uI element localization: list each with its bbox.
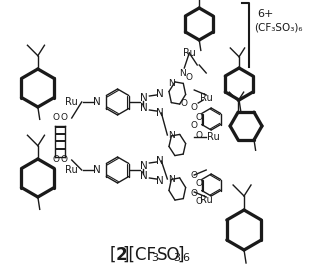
Text: N: N: [179, 69, 186, 78]
Text: 2: 2: [116, 246, 127, 264]
Text: O: O: [60, 155, 67, 164]
Text: Ru: Ru: [65, 97, 78, 107]
Text: 6: 6: [182, 253, 189, 263]
Text: O: O: [196, 179, 203, 187]
Text: N: N: [140, 93, 147, 103]
Text: O: O: [191, 121, 198, 131]
Text: N: N: [155, 108, 163, 118]
Text: N: N: [140, 161, 147, 171]
Text: SO: SO: [156, 246, 180, 264]
Text: (CF₃SO₃)₆: (CF₃SO₃)₆: [254, 22, 302, 32]
Text: 3: 3: [173, 253, 180, 263]
Text: O: O: [196, 112, 203, 121]
Text: N: N: [155, 89, 163, 99]
Text: O: O: [196, 131, 203, 139]
Text: O: O: [186, 73, 193, 83]
Text: ][CF: ][CF: [123, 246, 156, 264]
Text: O: O: [52, 155, 59, 164]
Text: N: N: [93, 165, 100, 175]
Text: Ru: Ru: [207, 132, 220, 142]
Text: O: O: [181, 99, 188, 108]
Text: N: N: [140, 171, 147, 181]
Text: ]: ]: [177, 246, 184, 264]
Text: Ru: Ru: [65, 165, 78, 175]
Text: N: N: [168, 175, 175, 183]
Text: [: [: [110, 246, 116, 264]
Text: O: O: [52, 113, 59, 123]
Text: N: N: [155, 176, 163, 186]
Text: N: N: [93, 97, 100, 107]
Text: N: N: [140, 103, 147, 113]
Text: N: N: [168, 78, 175, 88]
Text: O: O: [196, 197, 203, 206]
Text: O: O: [191, 104, 198, 112]
Text: Ru: Ru: [200, 93, 213, 103]
Text: Ru: Ru: [183, 48, 196, 58]
Text: O: O: [191, 189, 198, 198]
Text: Ru: Ru: [200, 195, 213, 205]
Text: N: N: [168, 131, 175, 139]
Text: O: O: [191, 171, 198, 179]
Text: 3: 3: [151, 253, 158, 263]
Text: O: O: [60, 113, 67, 123]
Text: 6+: 6+: [257, 9, 273, 19]
Text: N: N: [155, 156, 163, 166]
